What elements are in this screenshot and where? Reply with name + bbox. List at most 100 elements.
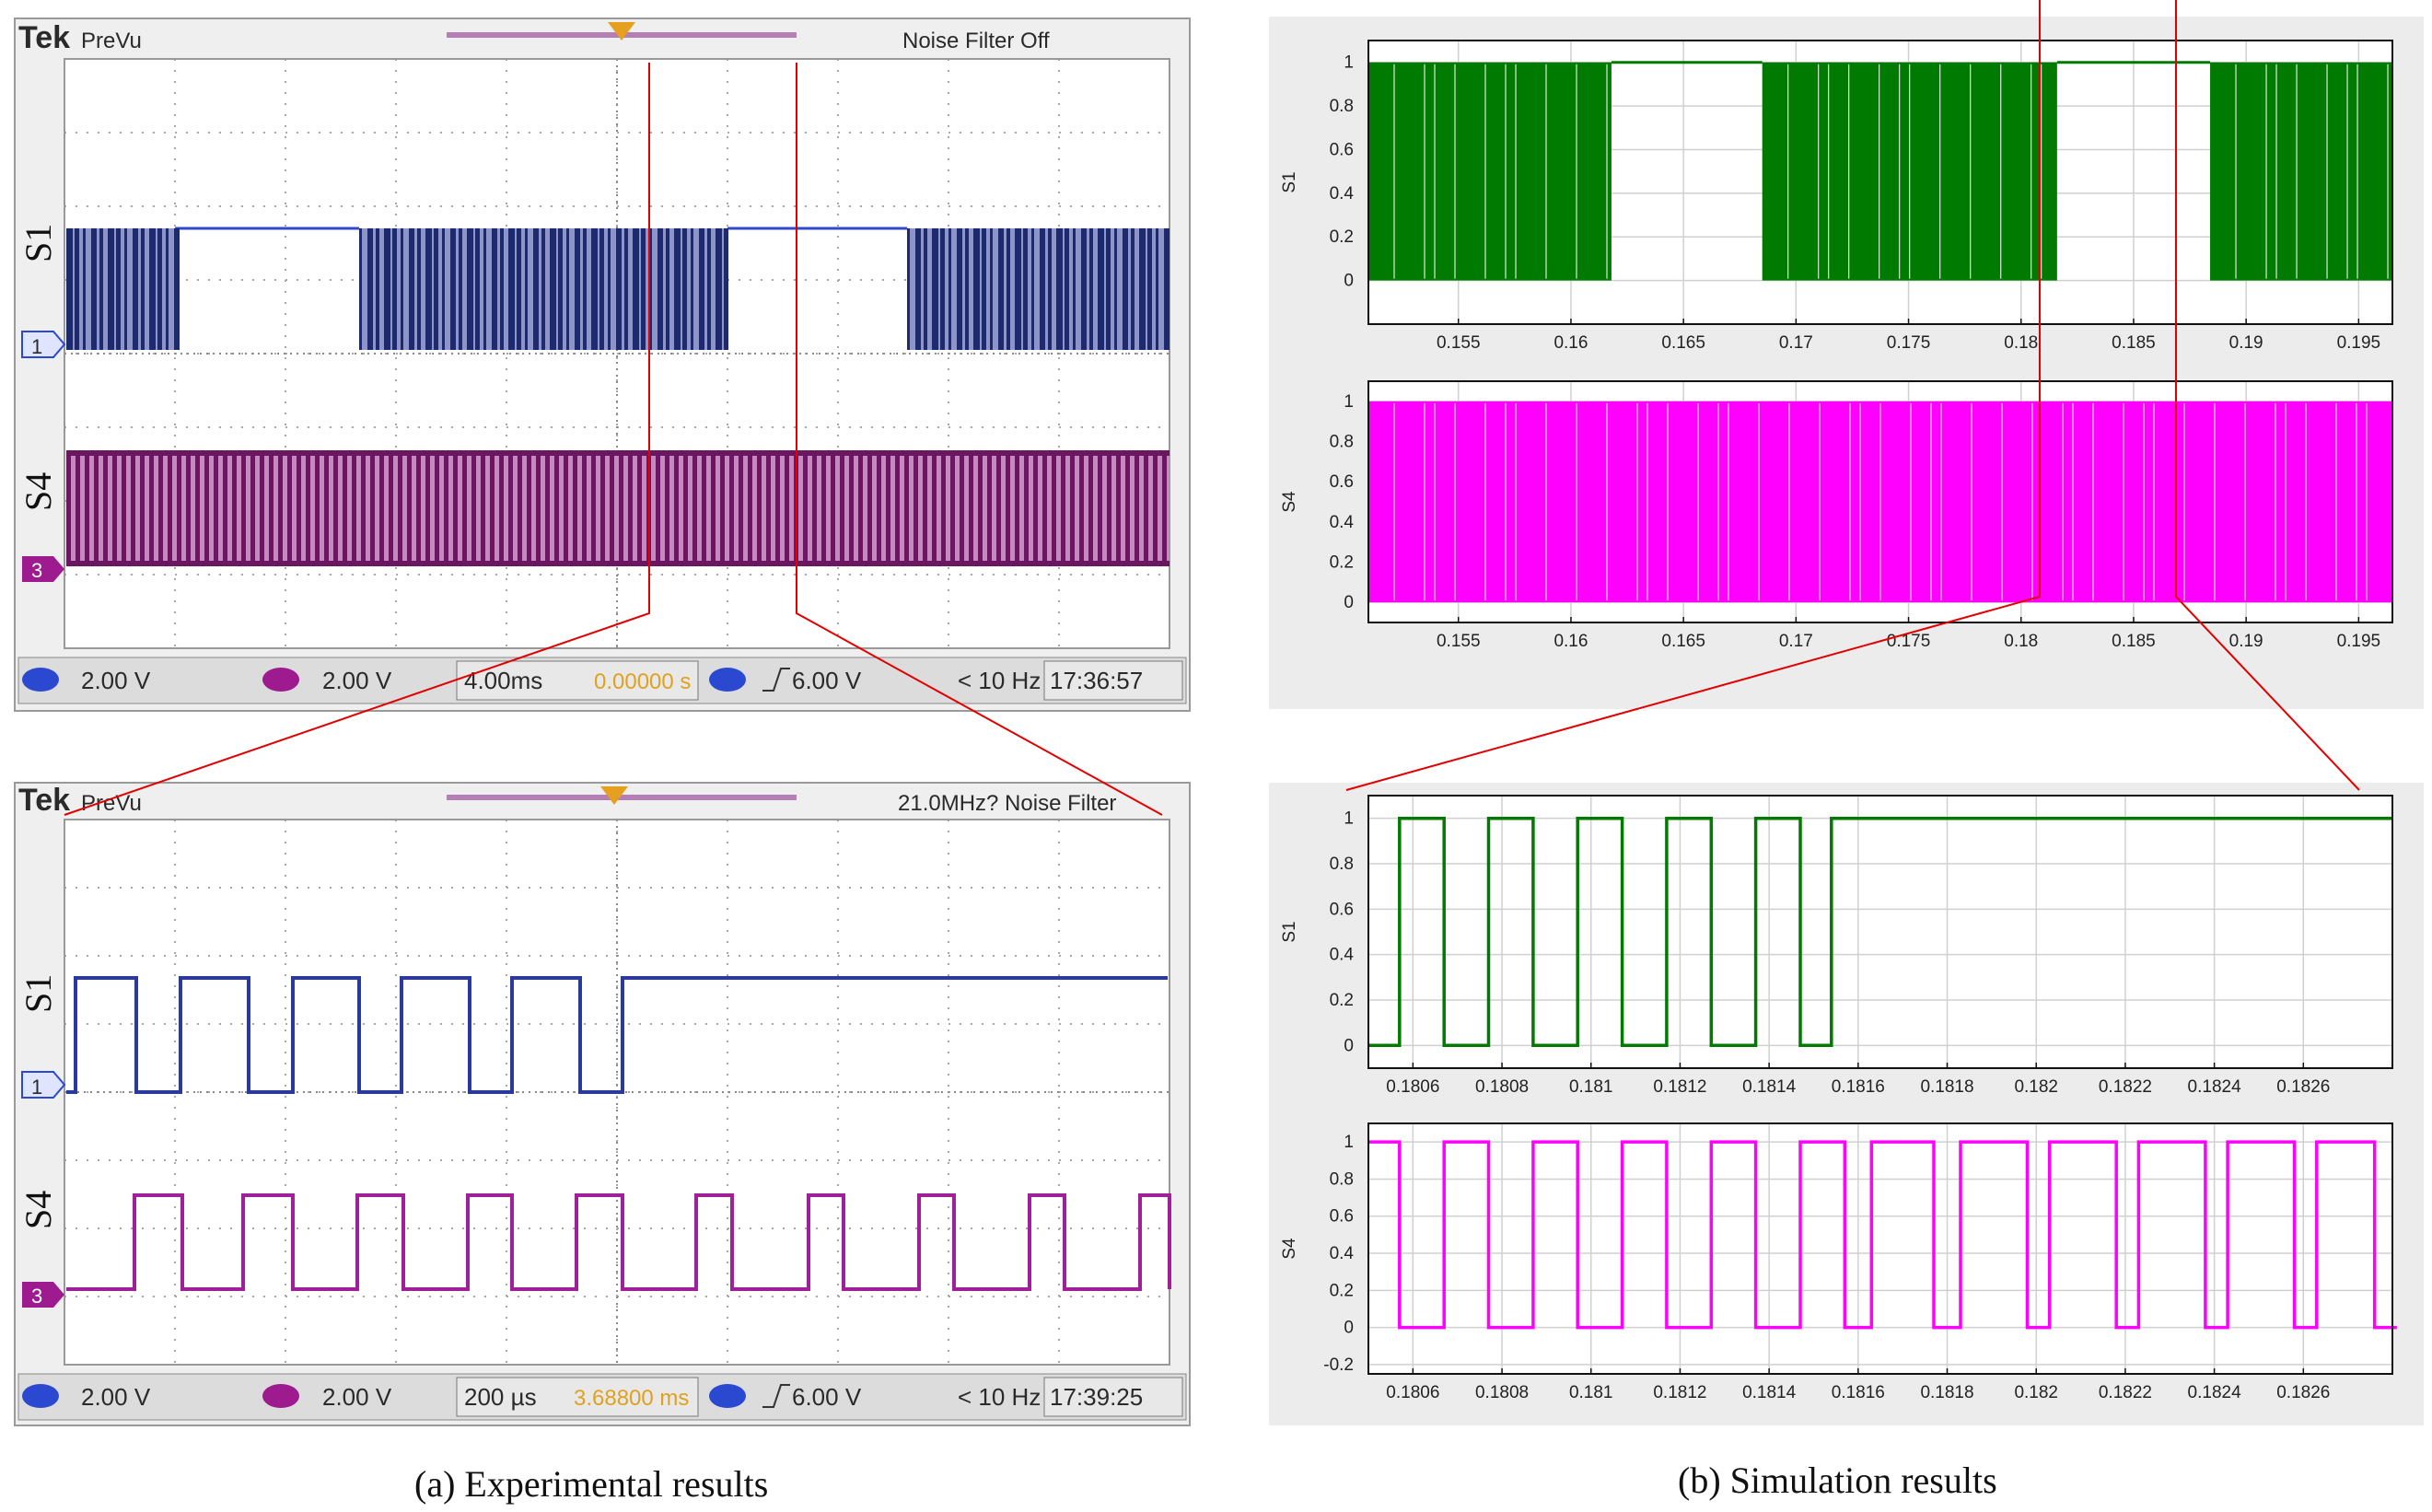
scope-s1-pulse: [417, 228, 421, 350]
scope-s4-pulse: [195, 453, 200, 564]
y-axis-label: S4: [1280, 491, 1299, 513]
x-tick-label: 0.195: [2337, 632, 2381, 651]
scope-s4-pulse: [582, 453, 587, 564]
scope-s4-pulse: [702, 453, 706, 564]
scope-s1-pulse: [566, 228, 569, 350]
svg-text:1: 1: [31, 1076, 42, 1099]
scope-s4-pulse: [1024, 453, 1029, 564]
scope-s4-pulse: [564, 453, 568, 564]
scope-s1-pulse: [116, 228, 121, 350]
scope-s1-pulse: [550, 228, 556, 350]
scope-s4-pulse: [352, 453, 356, 564]
scope-top-ch1-scale: 2.00 V: [81, 667, 151, 694]
scope-s4-pulse: [186, 453, 191, 564]
scope-top-trigger: 6.00 V: [792, 667, 862, 694]
scope-bottom-trigger-edge-icon: [762, 1384, 790, 1408]
scope-top-ch3-marker: 3: [22, 556, 64, 582]
scope-s1-pulse: [641, 228, 646, 350]
svg-text:3: 3: [31, 559, 42, 582]
scope-s4-pulse: [665, 453, 669, 564]
x-tick-label: 0.181: [1569, 1077, 1613, 1097]
scope-s4-pulse: [573, 453, 577, 564]
scope-s1-pulse: [973, 228, 980, 350]
scope-s4-pulse: [545, 453, 550, 564]
scope-s4-pulse: [158, 453, 163, 564]
scope-s1-pulse: [915, 228, 921, 350]
scope-s1-pulse: [558, 228, 563, 350]
scope-s1-pulse: [1131, 228, 1135, 350]
x-tick-label: 0.185: [2112, 333, 2156, 353]
scope-s1-pulse: [666, 228, 669, 350]
scope-top-trigger-marker-icon: [608, 22, 635, 41]
y-tick-label: 0.2: [1330, 991, 1354, 1010]
y-tick-label: 0.8: [1330, 855, 1354, 874]
scope-s1-pulse: [384, 228, 390, 350]
scope-top-freq: < 10 Hz: [958, 667, 1041, 694]
x-tick-label: 0.175: [1887, 333, 1931, 353]
scope-bottom-trigger: 6.00 V: [792, 1383, 862, 1411]
scope-s1-pulse: [608, 228, 611, 350]
scope-s4-pulse: [674, 453, 679, 564]
switching-band: [1368, 62, 1612, 281]
y-tick-label: 0.6: [1330, 140, 1354, 159]
scope-s4-pulse: [379, 453, 384, 564]
scope-s4-pulse: [361, 453, 366, 564]
scope-bottom-ch3-label: S4: [17, 1191, 59, 1229]
scope-top-status: Noise Filter Off: [902, 29, 1050, 53]
scope-s1-pulse: [1048, 228, 1052, 350]
scope-s1-pulse: [517, 228, 521, 350]
scope-s4-pulse: [131, 453, 135, 564]
x-tick-label: 0.165: [1661, 632, 1705, 651]
y-tick-label: 0.4: [1330, 513, 1355, 532]
scope-s4-pulse: [1098, 453, 1102, 564]
scope-bottom-grid: [64, 819, 1170, 1366]
scope-s4-pulse: [499, 453, 504, 564]
scope-s1-pulse: [533, 228, 539, 350]
x-tick-label: 0.18: [2004, 333, 2038, 353]
scope-top-time: 17:36:57: [1050, 667, 1143, 694]
scope-s4-pulse: [306, 453, 310, 564]
x-tick-label: 0.165: [1661, 333, 1705, 353]
scope-s1-pulse: [940, 228, 945, 350]
scope-s4-pulse: [840, 453, 844, 564]
scope-s4-pulse: [1052, 453, 1056, 564]
scope-s4-pulse: [103, 453, 108, 564]
scope-s4-pulse: [960, 453, 964, 564]
scope-s1-pulse: [691, 228, 693, 350]
scope-s4-pulse: [1116, 453, 1121, 564]
scope-s4-pulse: [803, 453, 808, 564]
scope-s4-pulse: [886, 453, 890, 564]
scope-s4-pulse: [260, 453, 264, 564]
scope-s1-pulse: [1073, 228, 1076, 350]
scope-s1-pulse: [1065, 228, 1069, 350]
scope-s1-pulse: [66, 228, 73, 350]
caption-simulation: (b) Simulation results: [1678, 1460, 1997, 1501]
scope-s4-pulse: [112, 453, 117, 564]
scope-s1-pulse: [392, 228, 397, 350]
scope-s4-pulse: [76, 453, 80, 564]
scope-s1-pulse: [367, 228, 373, 350]
scope-s4-pulse: [692, 453, 697, 564]
x-tick-label: 0.1816: [1832, 1077, 1885, 1097]
scope-s1-pulse: [91, 228, 97, 350]
y-tick-label: 0.2: [1330, 553, 1354, 573]
plot-frame: [1367, 795, 2393, 1069]
caption-experimental: (a) Experimental results: [414, 1463, 769, 1505]
scope-s1-pulse: [682, 228, 687, 350]
scope-s4-pulse: [481, 453, 485, 564]
scope-bottom-trigger-marker-icon: [600, 786, 628, 805]
scope-s4-pulse: [94, 453, 99, 564]
x-tick-label: 0.195: [2337, 333, 2381, 353]
scope-s1-pulse: [359, 228, 362, 350]
scope-s1-pulse: [948, 228, 951, 350]
scope-s4-pulse: [425, 453, 430, 564]
scope-s1-pulse: [124, 228, 127, 350]
scope-s4-pulse: [1153, 453, 1158, 564]
scope-s4-pulse: [168, 453, 172, 564]
plot-frame: [1367, 380, 2393, 623]
y-tick-label: 0.8: [1330, 97, 1354, 116]
y-tick-label: 0.6: [1330, 1207, 1354, 1227]
scope-s4-pulse: [619, 453, 623, 564]
scope-s4-pulse: [729, 453, 734, 564]
scope-s4-pulse: [591, 453, 596, 564]
